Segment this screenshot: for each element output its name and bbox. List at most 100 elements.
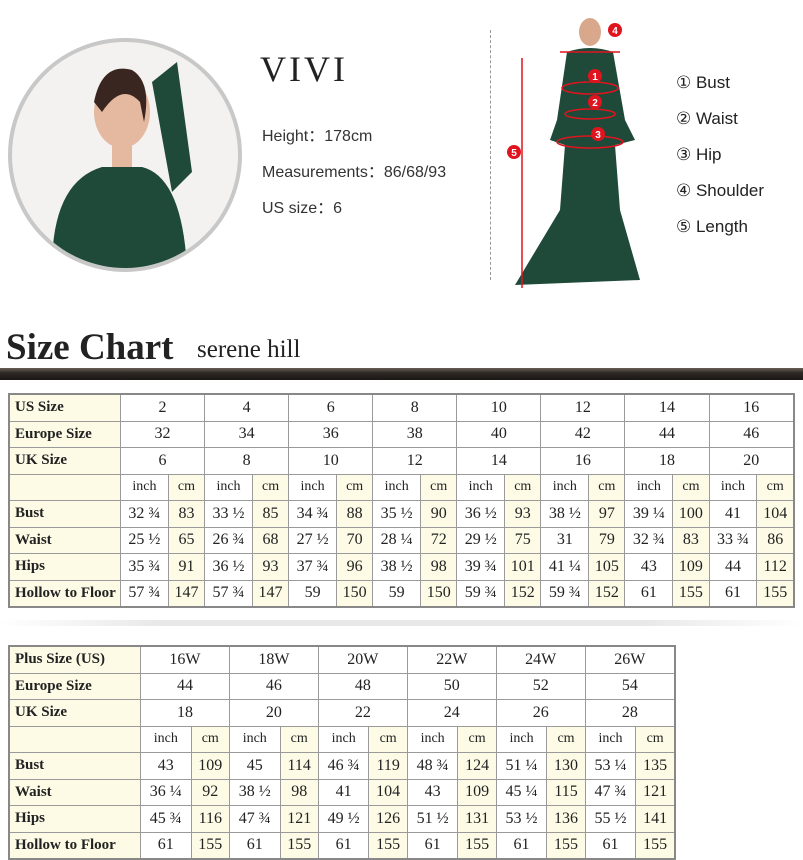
measurement-row: Hollow to Floor 61 155 61 155 61 155 61 155 61 155… [8,831,676,860]
inch-cell: 36 ¼ [140,778,192,806]
row-label: UK Size [8,699,141,727]
size-cell: 16 [540,447,626,475]
unit-inch: inch [406,725,459,753]
blank-cell [8,473,121,501]
inch-cell: 61 [495,831,548,860]
inch-cell: 35 ½ [372,500,422,528]
cm-cell: 91 [167,553,206,581]
inch-cell: 45 [228,752,281,780]
section-divider [0,620,803,626]
unit-row: inch cm inch cm inch cm inch cm inch cm inch cm inch… [8,473,795,501]
inch-cell: 53 ¼ [584,752,637,780]
size-cell: 14 [624,393,710,422]
row-label: Hips [8,805,141,833]
unit-cm: cm [420,473,458,501]
unit-row: inch cm inch cm inch cm inch cm inch cm inch cm [8,725,676,753]
unit-inch: inch [540,473,590,501]
size-cell: 54 [584,672,676,700]
inch-cell: 61 [624,579,674,608]
size-cell: 8 [372,393,458,422]
size-cell: 26W [584,645,676,674]
marker-2: 2 [592,98,598,109]
inch-cell: 34 ¾ [288,500,337,528]
cm-cell: 104 [756,500,795,528]
inch-cell: 25 ½ [120,526,169,554]
inch-cell: 46 ¾ [317,752,370,780]
cm-cell: 109 [457,778,497,806]
size-cell: 26 [495,699,586,727]
size-row: Plus Size (US) 16W 18W 20W 22W 24W 26W [8,645,676,674]
size-cell: 46 [708,420,795,448]
brand-subtitle: serene hill [197,336,301,363]
cm-cell: 152 [504,579,542,608]
row-label: Hollow to Floor [8,831,141,860]
cm-cell: 115 [546,778,586,806]
cm-cell: 88 [335,500,374,528]
inch-cell: 45 ¼ [495,778,548,806]
inch-cell: 47 ¾ [584,778,637,806]
unit-inch: inch [624,473,674,501]
unit-cm: cm [251,473,290,501]
cm-cell: 75 [504,526,542,554]
cm-cell: 150 [335,579,374,608]
unit-inch: inch [120,473,169,501]
inch-cell: 35 ¾ [120,553,169,581]
inch-cell: 61 [228,831,281,860]
inch-cell: 33 ½ [204,500,253,528]
size-row: Europe Size 44 46 48 50 52 54 [8,672,676,700]
cm-cell: 72 [420,526,458,554]
inch-cell: 51 ¼ [495,752,548,780]
unit-cm: cm [457,725,497,753]
size-cell: 12 [372,447,458,475]
unit-inch: inch [140,725,192,753]
measurement-row: Bust 32 ¾ 83 33 ½ 85 34 ¾ 88 35 ½ 90 36 ½ 93 38 ½ 97… [8,500,795,528]
inch-cell: 57 ¾ [204,579,253,608]
cm-cell: 92 [190,778,230,806]
row-label: Hips [8,553,121,581]
inch-cell: 61 [708,579,758,608]
model-us-size: US size：6 [262,200,343,217]
row-label: Europe Size [8,420,121,448]
size-cell: 18W [228,645,319,674]
unit-cm: cm [546,725,586,753]
legend-shoulder: ④ Shoulder [676,181,765,200]
cm-cell: 150 [420,579,458,608]
cm-cell: 152 [588,579,626,608]
inch-cell: 55 ½ [584,805,637,833]
size-cell: 40 [456,420,542,448]
cm-cell: 93 [504,500,542,528]
size-cell: 10 [288,447,374,475]
cm-cell: 83 [167,500,206,528]
cm-cell: 101 [504,553,542,581]
cm-cell: 155 [279,831,319,860]
size-cell: 36 [288,420,374,448]
inch-cell: 41 ¼ [540,553,590,581]
model-photo [8,38,242,272]
size-row: UK Size 6 8 10 12 14 16 18 20 [8,447,795,475]
inch-cell: 32 ¾ [624,526,674,554]
cm-cell: 90 [420,500,458,528]
measurement-row: Waist 36 ¼ 92 38 ½ 98 41 104 43 109 45 ¼ 115 47 ¾ 12… [8,778,676,806]
cm-cell: 86 [756,526,795,554]
inch-cell: 32 ¾ [120,500,169,528]
cm-cell: 112 [756,553,795,581]
size-row: UK Size 18 20 22 24 26 28 [8,699,676,727]
size-cell: 16 [708,393,795,422]
inch-cell: 37 ¾ [288,553,337,581]
size-cell: 20 [708,447,795,475]
unit-inch: inch [228,725,281,753]
measurement-diagram: 4 1 2 3 5 [507,18,640,288]
inch-cell: 61 [584,831,637,860]
plus-size-table: Plus Size (US) 16W 18W 20W 22W 24W 26W Europe S… [8,645,676,860]
cm-cell: 126 [368,805,408,833]
size-cell: 22W [406,645,497,674]
unit-cm: cm [635,725,676,753]
row-label: UK Size [8,447,121,475]
size-cell: 6 [288,393,374,422]
legend-hip: ③ Hip [676,145,722,164]
marker-3: 3 [595,130,601,141]
cm-cell: 116 [190,805,230,833]
inch-cell: 41 [317,778,370,806]
inch-cell: 26 ¾ [204,526,253,554]
